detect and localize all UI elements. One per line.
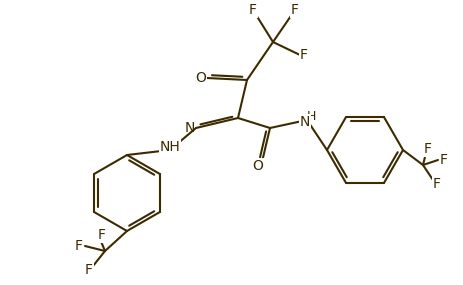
Text: H: H	[307, 111, 316, 123]
Text: F: F	[440, 153, 448, 167]
Text: NH: NH	[160, 140, 181, 154]
Text: F: F	[291, 3, 299, 17]
Text: F: F	[85, 263, 93, 277]
Text: N: N	[300, 115, 310, 129]
Text: F: F	[98, 228, 106, 242]
Text: F: F	[433, 177, 441, 191]
Text: N: N	[185, 121, 195, 135]
Text: O: O	[195, 71, 206, 85]
Text: F: F	[424, 142, 432, 156]
Text: F: F	[75, 239, 83, 253]
Text: F: F	[249, 3, 257, 17]
Text: O: O	[252, 159, 263, 173]
Text: F: F	[300, 48, 308, 62]
